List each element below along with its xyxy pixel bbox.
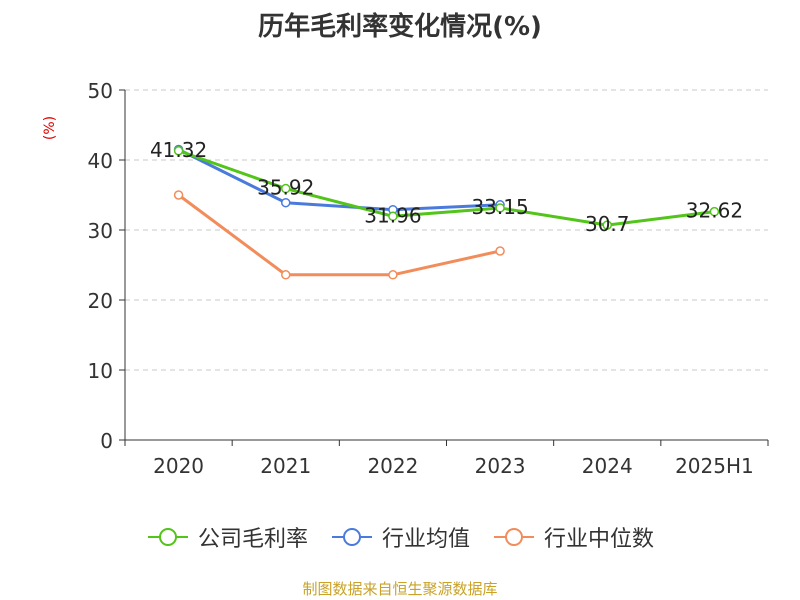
y-tick-label: 10: [88, 359, 113, 383]
x-tick-label: 2023: [475, 454, 526, 478]
data-point-industry-median: [281, 270, 291, 280]
legend-label-industry-median: 行业中位数: [544, 527, 655, 552]
chart-title: 历年毛利率变化情况(%): [258, 12, 542, 42]
data-point-company: [602, 220, 612, 230]
legend-label-company: 公司毛利率: [197, 527, 308, 552]
x-tick-label: 2024: [582, 454, 633, 478]
data-label-company: 32.62: [686, 199, 743, 223]
legend: 公司毛利率 行业均值 行业中位数: [0, 520, 800, 554]
data-label-company: 41.32: [150, 138, 207, 162]
data-point-company: [388, 211, 398, 222]
data-point-company: [495, 203, 505, 213]
data-point-industry-mean: [281, 197, 291, 208]
data-point-industry-median: [495, 246, 505, 256]
x-tick-label: 2021: [260, 454, 311, 478]
data-label-company: 33.15: [471, 195, 528, 219]
x-tick-label: 2022: [367, 454, 418, 478]
legend-swatch-industry-median: [492, 527, 536, 547]
series-line-industry-median: [177, 193, 501, 277]
legend-item-industry-mean[interactable]: 行业均值: [330, 521, 470, 553]
legend-swatch-industry-mean: [330, 527, 374, 547]
data-point-industry-median: [388, 270, 398, 280]
data-label-company: 35.92: [257, 176, 314, 200]
x-tick-label: 2020: [153, 454, 204, 478]
x-tick-label: 2025H1: [675, 454, 754, 478]
source-footer: 制图数据来自恒生聚源数据库: [302, 580, 498, 598]
y-tick-label: 0: [100, 429, 113, 453]
data-label-company: 30.7: [585, 212, 630, 236]
y-tick-label: 50: [88, 79, 113, 103]
legend-item-industry-median[interactable]: 行业中位数: [492, 521, 654, 553]
data-point-company: [709, 206, 720, 217]
legend-item-company[interactable]: 公司毛利率: [146, 521, 308, 553]
series-line-industry-mean: [177, 148, 501, 212]
data-point-company: [281, 183, 291, 194]
legend-label-industry-mean: 行业均值: [381, 527, 470, 552]
y-tick-label: 40: [88, 149, 113, 173]
y-tick-label: 30: [88, 219, 113, 243]
data-point-company: [173, 146, 184, 156]
series-line-company: [178, 149, 715, 227]
data-label-company: 31.96: [364, 203, 421, 227]
legend-swatch-company: [146, 527, 190, 547]
data-point-industry-median: [173, 190, 184, 200]
y-tick-label: 20: [88, 289, 113, 313]
